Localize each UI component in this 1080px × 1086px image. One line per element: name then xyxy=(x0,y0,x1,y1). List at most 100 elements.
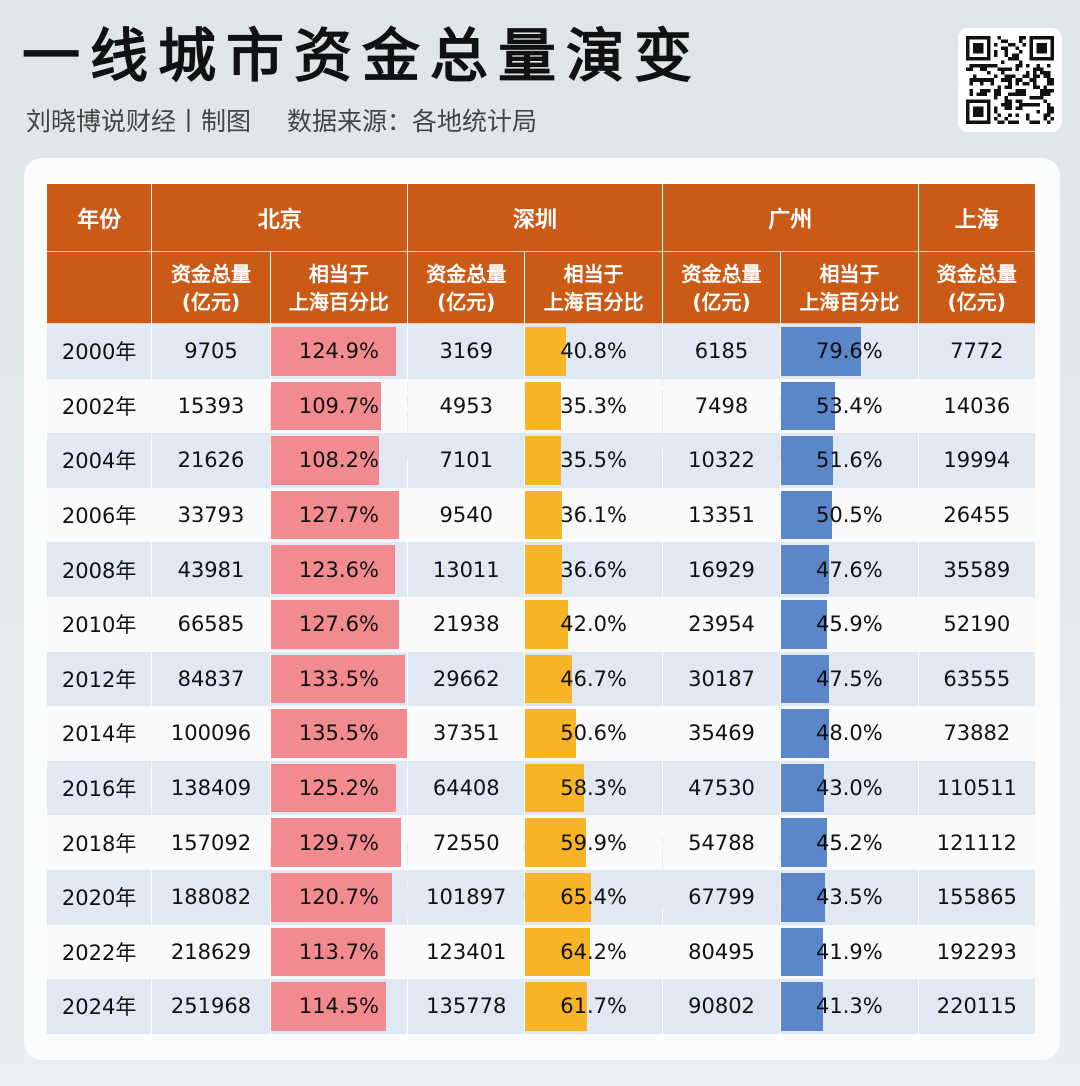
gz-pct-bar xyxy=(781,709,830,758)
sz-total-cell: 21938 xyxy=(408,596,525,652)
gz-pct-cell: 41.3% xyxy=(781,979,918,1034)
header-pct: 相当于 上海百分比 xyxy=(781,252,918,324)
bj-pct-cell: 127.6% xyxy=(270,596,408,652)
table-row: 2006年 33793 127.7% 9540 36.1% 13351 50.5% 26455 xyxy=(47,487,1035,543)
bj-pct-cell: 127.7% xyxy=(270,487,408,543)
data-source: 数据来源：各地统计局 xyxy=(286,107,537,136)
sz-pct-cell: 61.7% xyxy=(525,979,662,1034)
gz-pct-cell: 79.6% xyxy=(781,324,918,379)
page-title: 一线城市资金总量演变 xyxy=(22,22,703,90)
sz-pct-bar xyxy=(525,872,592,922)
bj-pct-cell: 123.6% xyxy=(270,542,408,597)
gz-pct-bar xyxy=(781,872,825,922)
bj-pct-bar xyxy=(270,654,405,704)
sz-pct-cell: 35.5% xyxy=(525,433,662,488)
header-beijing: 北京 xyxy=(152,184,408,252)
bj-pct-bar xyxy=(270,927,385,977)
table-row: 2018年 157092 129.7% 72550 59.9% 54788 45.2% 121… xyxy=(47,815,1035,870)
sz-pct-bar xyxy=(525,436,562,485)
sh-total-cell: 35589 xyxy=(918,542,1035,597)
pct-value: 65.4% xyxy=(560,885,627,910)
bj-total-cell: 9705 xyxy=(152,324,270,379)
pct-value: 61.7% xyxy=(560,994,627,1019)
table-row: 2008年 43981 123.6% 13011 36.6% 16929 47.6% 3558… xyxy=(47,542,1035,597)
sz-pct-cell: 40.8% xyxy=(525,324,662,379)
sz-pct-cell: 65.4% xyxy=(525,869,662,925)
bj-pct-bar xyxy=(270,872,392,922)
table-row: 2004年 21626 108.2% 7101 35.5% 10322 51.6% 19994 xyxy=(47,433,1035,488)
pct-value: 43.0% xyxy=(816,776,883,801)
pct-value: 42.0% xyxy=(560,612,627,637)
header-pct: 相当于 上海百分比 xyxy=(270,252,408,324)
pct-value: 53.4% xyxy=(816,393,883,418)
bj-pct-cell: 120.7% xyxy=(270,869,408,925)
sh-total-cell: 63555 xyxy=(918,651,1035,707)
bj-pct-cell: 113.7% xyxy=(270,924,408,980)
gz-pct-cell: 50.5% xyxy=(781,487,918,543)
sz-pct-bar xyxy=(525,545,563,594)
sz-total-cell: 101897 xyxy=(408,869,525,925)
pct-value: 64.2% xyxy=(560,939,627,964)
gz-total-cell: 35469 xyxy=(662,706,781,761)
pct-value: 58.3% xyxy=(560,776,627,801)
gz-total-cell: 30187 xyxy=(662,651,781,707)
bj-total-cell: 138409 xyxy=(152,760,270,816)
sz-total-cell: 29662 xyxy=(408,651,525,707)
gz-pct-bar xyxy=(781,982,823,1031)
pct-value: 47.5% xyxy=(816,666,883,691)
gz-total-cell: 80495 xyxy=(662,924,781,980)
bj-pct-bar xyxy=(270,982,386,1031)
gz-pct-cell: 43.0% xyxy=(781,760,918,816)
sz-total-cell: 4953 xyxy=(408,378,525,434)
sz-pct-cell: 50.6% xyxy=(525,706,662,761)
bj-pct-bar xyxy=(270,763,397,813)
year-cell: 2014年 xyxy=(47,706,152,761)
bj-total-cell: 218629 xyxy=(152,924,270,980)
gz-pct-bar xyxy=(781,436,833,485)
bj-pct-cell: 129.7% xyxy=(270,815,408,870)
year-cell: 2002年 xyxy=(47,378,152,434)
pct-value: 41.3% xyxy=(816,994,883,1019)
year-cell: 2004年 xyxy=(47,433,152,488)
gz-pct-bar xyxy=(781,381,835,431)
gz-total-cell: 7498 xyxy=(662,378,781,434)
gz-pct-cell: 47.5% xyxy=(781,651,918,707)
gz-total-cell: 67799 xyxy=(662,869,781,925)
gz-pct-bar xyxy=(781,654,829,704)
bj-total-cell: 188082 xyxy=(152,869,270,925)
pct-value: 36.1% xyxy=(560,503,627,528)
bj-total-cell: 100096 xyxy=(152,706,270,761)
sz-total-cell: 123401 xyxy=(408,924,525,980)
sz-total-cell: 135778 xyxy=(408,979,525,1034)
header-year: 年份 xyxy=(47,184,152,252)
table-row: 2000年 9705 124.9% 3169 40.8% 6185 79.6% 7772 xyxy=(47,324,1035,379)
table-row: 2016年 138409 125.2% 64408 58.3% 47530 43.0% 110… xyxy=(47,760,1035,816)
pct-value: 59.9% xyxy=(560,830,627,855)
bj-pct-cell: 114.5% xyxy=(270,979,408,1034)
gz-pct-bar xyxy=(781,599,828,649)
bj-total-cell: 66585 xyxy=(152,596,270,652)
bj-pct-bar xyxy=(270,709,407,758)
sz-total-cell: 72550 xyxy=(408,815,525,870)
pct-value: 123.6% xyxy=(298,557,379,582)
table-row: 2024年 251968 114.5% 135778 61.7% 90802 41.3% 22… xyxy=(47,979,1035,1034)
year-cell: 2008年 xyxy=(47,542,152,597)
gz-pct-bar xyxy=(781,927,824,977)
sz-pct-cell: 58.3% xyxy=(525,760,662,816)
pct-value: 120.7% xyxy=(298,885,379,910)
year-cell: 2022年 xyxy=(47,924,152,980)
gz-pct-bar xyxy=(781,818,827,867)
year-cell: 2020年 xyxy=(47,869,152,925)
pct-value: 127.7% xyxy=(298,503,379,528)
bj-pct-bar xyxy=(270,599,399,649)
sh-total-cell: 26455 xyxy=(918,487,1035,543)
sh-total-cell: 19994 xyxy=(918,433,1035,488)
year-cell: 2000年 xyxy=(47,324,152,379)
gz-pct-cell: 47.6% xyxy=(781,542,918,597)
bj-total-cell: 157092 xyxy=(152,815,270,870)
table-row: 2012年 84837 133.5% 29662 46.7% 30187 47.5% 6355… xyxy=(47,651,1035,707)
sz-total-cell: 64408 xyxy=(408,760,525,816)
table-row: 2014年 100096 135.5% 37351 50.6% 35469 48.0% 738… xyxy=(47,706,1035,761)
pct-value: 43.5% xyxy=(816,885,883,910)
bj-pct-cell: 125.2% xyxy=(270,760,408,816)
